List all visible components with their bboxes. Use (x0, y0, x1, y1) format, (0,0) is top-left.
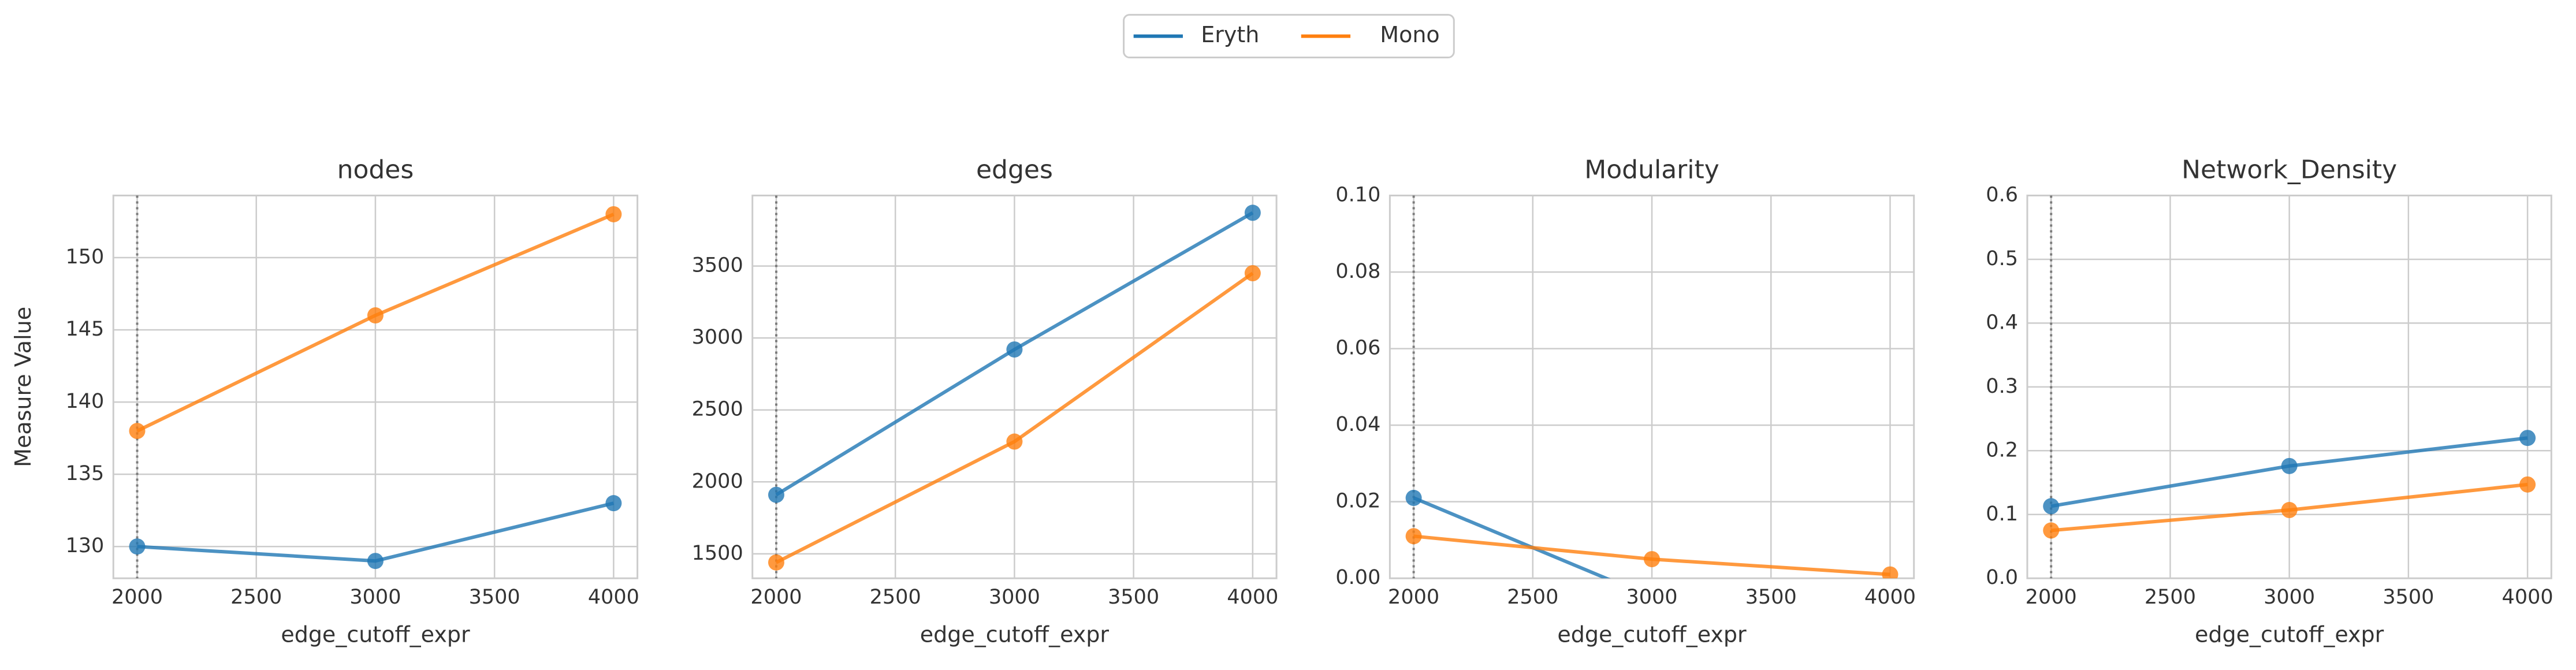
legend-box (1123, 14, 1455, 59)
subplot: 2000 2500 3000 3500 4000 1500 2000 2500 3000 3500… (692, 155, 1279, 647)
subplot: 2000 2500 3000 3500 4000 0.0 0.1 0.2 0.3 0.4 0.5 0.… (1986, 155, 2553, 647)
data-point (367, 307, 384, 324)
x-tick-label: 3500 (1108, 586, 1159, 609)
x-tick-label: 4000 (1227, 586, 1278, 609)
data-point (1405, 490, 1422, 507)
data-point (1244, 265, 1261, 282)
x-tick-label: 2500 (870, 586, 921, 609)
data-point (129, 423, 146, 440)
y-tick-label: 2500 (692, 398, 743, 421)
x-tick-label: 2500 (1507, 586, 1558, 609)
data-point (2043, 522, 2060, 539)
x-tick-label: 3000 (989, 586, 1040, 609)
y-tick-label: 145 (65, 318, 104, 341)
legend: Eryth Mono (1123, 14, 1455, 59)
data-point (1882, 566, 1899, 579)
y-tick-label: 135 (65, 462, 104, 485)
data-point (2519, 430, 2536, 446)
y-tick-label: 130 (65, 534, 104, 557)
series-line (1413, 496, 1611, 579)
data-point (2043, 498, 2060, 515)
data-point (1006, 341, 1023, 358)
y-tick-label: 0.6 (1986, 183, 2018, 206)
subplot: 2000 2500 3000 3500 4000 0.00 0.02 0.04 0.06 0.08… (1335, 155, 1916, 647)
y-tick-label: 0.06 (1335, 337, 1380, 360)
data-point (768, 554, 784, 571)
x-tick-label: 2000 (2026, 586, 2077, 609)
y-tick-label: 0.08 (1335, 260, 1380, 283)
data-point (1644, 551, 1661, 568)
y-tick-label: 0.5 (1986, 247, 2018, 270)
x-tick-label: 2500 (2145, 586, 2196, 609)
plot-content (1405, 490, 1899, 579)
subplot-title: Modularity (1584, 155, 1719, 184)
y-tick-label: 2000 (692, 470, 743, 493)
subplot-title: Network_Density (2182, 155, 2397, 184)
y-tick-label: 0.1 (1986, 502, 2018, 526)
x-tick-label: 2500 (230, 586, 282, 609)
x-axis-label: edge_cutoff_expr (920, 622, 1110, 647)
x-tick-label: 3000 (349, 586, 401, 609)
x-tick-label: 2000 (750, 586, 802, 609)
y-tick-label: 140 (65, 390, 104, 413)
x-tick-label: 4000 (2502, 586, 2553, 609)
data-point (2281, 457, 2298, 474)
data-point (367, 553, 384, 570)
x-tick-label: 4000 (588, 586, 639, 609)
y-tick-label: 0.4 (1986, 311, 2018, 334)
x-tick-label: 3500 (1745, 586, 1797, 609)
y-tick-label: 3500 (692, 254, 743, 277)
y-tick-label: 0.00 (1335, 566, 1380, 589)
x-tick-label: 4000 (1864, 586, 1916, 609)
y-tick-label: 1500 (692, 542, 743, 565)
x-tick-label: 3500 (469, 586, 520, 609)
x-tick-label: 3500 (2383, 586, 2434, 609)
y-tick-label: 0.3 (1986, 375, 2018, 398)
data-point (2519, 476, 2536, 493)
subplot: 2000 2500 3000 3500 4000 130 135 140 145 150 nodes… (10, 155, 639, 647)
y-tick-label: 0.2 (1986, 438, 2018, 461)
legend-label: Eryth (1201, 22, 1259, 47)
x-tick-label: 2000 (111, 586, 163, 609)
data-point (1405, 528, 1422, 545)
plot-content (129, 206, 622, 570)
data-point (1244, 204, 1261, 221)
data-point (129, 538, 146, 555)
y-tick-label: 0.04 (1335, 413, 1380, 436)
y-tick-label: 0.0 (1986, 566, 2018, 589)
y-axis-label: Measure Value (10, 307, 36, 467)
legend-label: Mono (1380, 22, 1439, 47)
data-point (1006, 433, 1023, 450)
x-tick-label: 3000 (1626, 586, 1677, 609)
data-point (605, 206, 622, 222)
data-point (605, 495, 622, 512)
data-point (2281, 502, 2298, 519)
x-axis-label: edge_cutoff_expr (1557, 622, 1747, 647)
x-tick-label: 3000 (2264, 586, 2315, 609)
plot-content (2043, 430, 2536, 539)
x-tick-label: 2000 (1388, 586, 1439, 609)
x-axis-label: edge_cutoff_expr (281, 622, 470, 647)
plot-content (768, 204, 1261, 571)
y-tick-label: 0.02 (1335, 490, 1380, 513)
data-point (768, 486, 784, 503)
x-axis-label: edge_cutoff_expr (2195, 622, 2384, 647)
y-tick-label: 150 (65, 245, 104, 269)
y-tick-label: 0.10 (1335, 183, 1380, 206)
subplot-title: edges (976, 155, 1053, 184)
subplot-title: nodes (337, 155, 414, 184)
y-tick-label: 3000 (692, 326, 743, 349)
